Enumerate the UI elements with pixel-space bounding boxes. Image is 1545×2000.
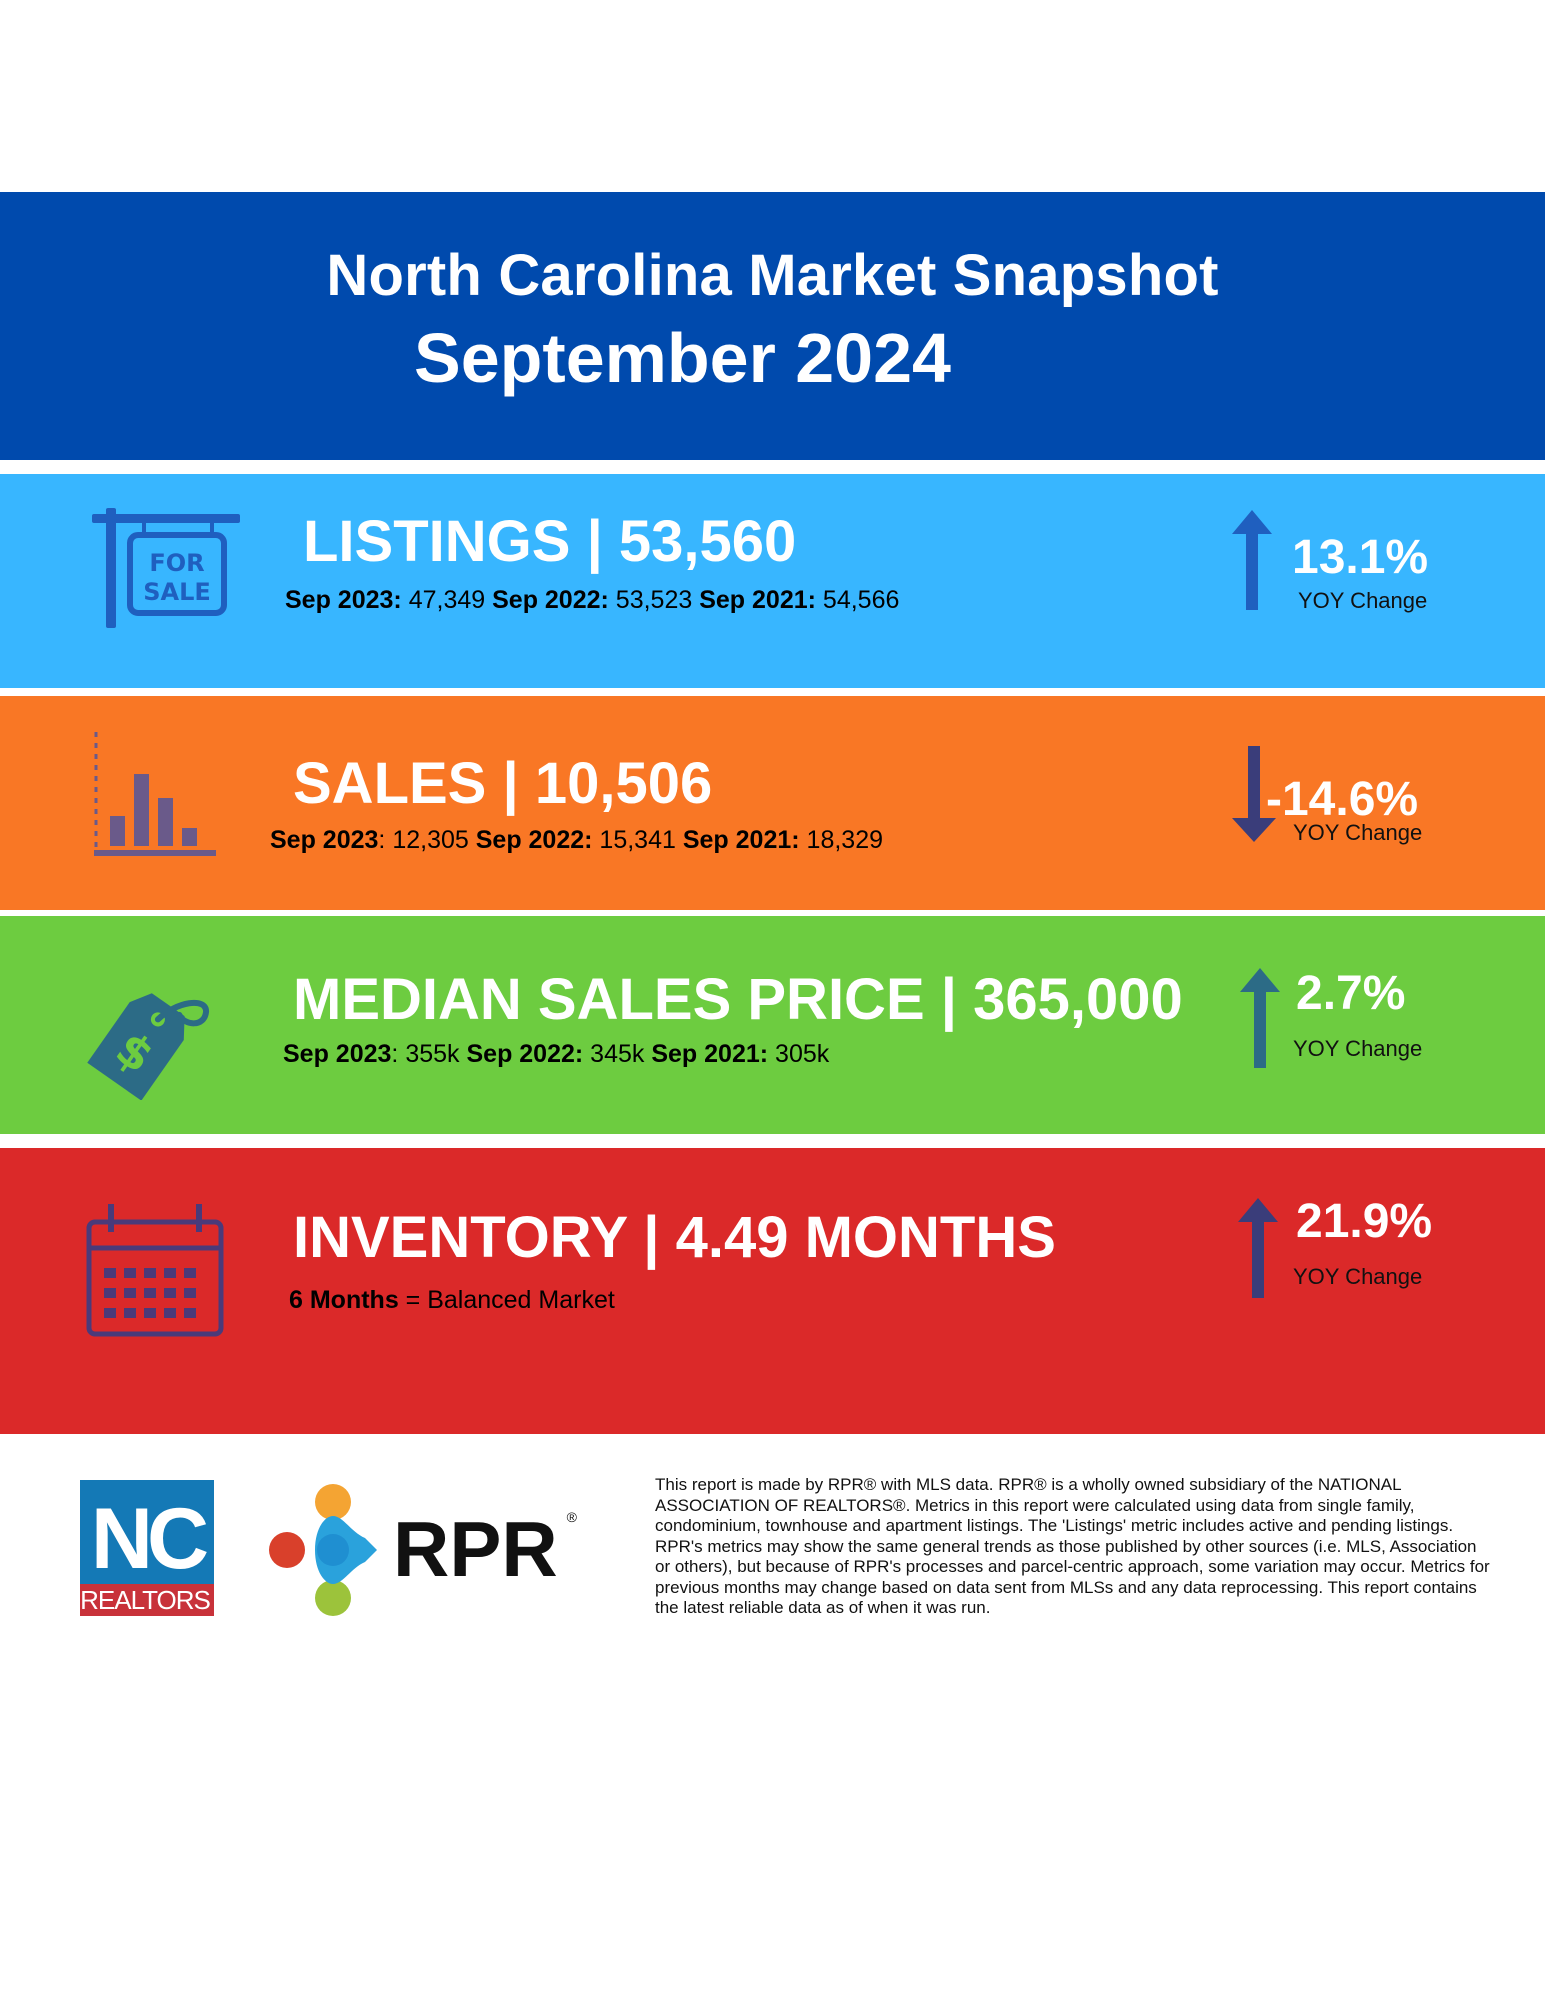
- listings-yoy-percent: 13.1%: [1292, 531, 1429, 584]
- sales-history-value-2021: 18,329: [799, 826, 884, 854]
- for-sale-sign-icon: FOR SALE: [92, 508, 240, 628]
- inventory-yoy-percent: 21.9%: [1296, 1195, 1433, 1248]
- nc-logo-text: NC: [91, 1491, 207, 1587]
- listings-history: Sep 2023: 47,349 Sep 2022: 53,523 Sep 20…: [285, 586, 899, 615]
- listings-history-label-2021: Sep 2021:: [699, 586, 816, 614]
- calendar-icon: [86, 1204, 224, 1337]
- disclaimer-text: This report is made by RPR® with MLS dat…: [655, 1475, 1490, 1617]
- price-history-value-2023: : 355k: [391, 1040, 467, 1068]
- rpr-logo-text: RPR: [393, 1505, 558, 1593]
- bar-chart-icon: [94, 732, 216, 856]
- listings-history-label-2022: Sep 2022:: [492, 586, 609, 614]
- price-history-value-2021: 305k: [768, 1040, 830, 1068]
- median-price-metric: MEDIAN SALES PRICE | 365,000: [293, 967, 1183, 1032]
- page-subtitle: September 2024: [414, 319, 951, 397]
- listings-band: FOR SALE LISTINGS | 53,560 Sep 2023: 47,…: [0, 474, 1545, 688]
- sales-metric: SALES | 10,506: [293, 751, 713, 816]
- price-history-value-2022: 345k: [583, 1040, 652, 1068]
- arrow-down-icon: [1232, 746, 1276, 842]
- sales-history-value-2022: 15,341: [592, 826, 683, 854]
- sales-yoy-label: YOY Change: [1293, 820, 1423, 845]
- sales-band: SALES | 10,506 Sep 2023: 12,305 Sep 2022…: [0, 696, 1545, 910]
- arrow-up-icon: [1238, 1198, 1278, 1298]
- page-title: North Carolina Market Snapshot: [326, 243, 1219, 308]
- arrow-up-icon: [1240, 968, 1280, 1068]
- realtors-logo-text: REALTORS: [80, 1585, 210, 1615]
- price-history-label-2021: Sep 2021:: [651, 1040, 769, 1068]
- inventory-metric: INVENTORY | 4.49 MONTHS: [293, 1205, 1056, 1270]
- price-history-label-2022: Sep 2022:: [466, 1040, 584, 1068]
- for-sale-sign-text-1: FOR: [149, 549, 204, 577]
- header-banner: North Carolina Market Snapshot September…: [0, 192, 1545, 460]
- for-sale-sign-text-2: SALE: [143, 578, 211, 606]
- inventory-note-bold: 6 Months: [289, 1286, 399, 1314]
- median-price-yoy-label: YOY Change: [1293, 1036, 1423, 1061]
- arrow-up-icon: [1232, 510, 1272, 610]
- median-price-band: $ MEDIAN SALES PRICE | 365,000 Sep 2023:…: [0, 916, 1545, 1134]
- nc-realtors-logo: NC REALTORS: [80, 1480, 214, 1616]
- inventory-band: INVENTORY | 4.49 MONTHS 6 Months = Balan…: [0, 1148, 1545, 1434]
- svg-text:®: ®: [567, 1509, 578, 1525]
- price-history-label-2023: Sep 2023: [283, 1040, 392, 1068]
- listings-history-label-2023: Sep 2023:: [285, 586, 402, 614]
- listings-metric: LISTINGS | 53,560: [303, 509, 797, 574]
- rpr-logo: RPR ®: [269, 1484, 578, 1616]
- price-tag-icon: $: [87, 993, 210, 1100]
- listings-yoy-label: YOY Change: [1298, 588, 1428, 613]
- sales-history-label-2022: Sep 2022:: [475, 826, 593, 854]
- median-price-yoy-percent: 2.7%: [1296, 967, 1406, 1020]
- sales-history-label-2023: Sep 2023: [270, 826, 379, 854]
- sales-history-label-2021: Sep 2021:: [682, 826, 800, 854]
- inventory-yoy-label: YOY Change: [1293, 1264, 1423, 1289]
- sales-history: Sep 2023: 12,305 Sep 2022: 15,341 Sep 20…: [270, 826, 883, 855]
- median-price-history: Sep 2023: 355k Sep 2022: 345k Sep 2021: …: [283, 1040, 829, 1069]
- sales-yoy-percent: -14.6%: [1266, 773, 1419, 826]
- inventory-note: 6 Months = Balanced Market: [289, 1286, 615, 1315]
- inventory-note-rest: = Balanced Market: [398, 1286, 615, 1314]
- listings-history-value-2023: 47,349: [401, 586, 493, 614]
- sales-history-value-2023: : 12,305: [378, 826, 476, 854]
- listings-history-value-2022: 53,523: [608, 586, 700, 614]
- listings-history-value-2021: 54,566: [815, 586, 900, 614]
